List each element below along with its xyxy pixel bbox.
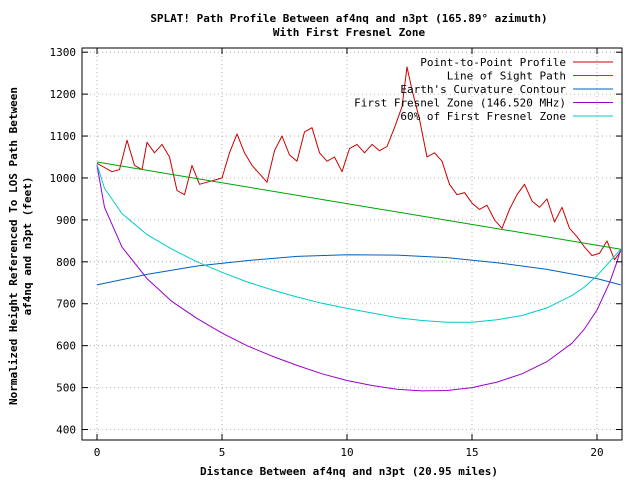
x-tick-label: 20 bbox=[590, 446, 603, 459]
series-line-0 bbox=[96, 66, 622, 261]
y-tick-label: 700 bbox=[56, 298, 76, 311]
x-tick-label: 5 bbox=[219, 446, 226, 459]
plot-frame bbox=[81, 47, 623, 441]
y-tick-label: 1000 bbox=[50, 172, 77, 185]
y-axis-label-line1: Normalized Height Referenced To LOS Path… bbox=[7, 87, 20, 405]
series-line-1 bbox=[96, 161, 621, 250]
y-tick-label: 900 bbox=[56, 214, 76, 227]
series-layer bbox=[96, 66, 622, 392]
series-line-3 bbox=[96, 165, 622, 392]
chart-subtitle: With First Fresnel Zone bbox=[273, 26, 426, 39]
x-tick-label: 0 bbox=[94, 446, 101, 459]
series-line-2 bbox=[96, 254, 621, 286]
series-line-4 bbox=[96, 164, 622, 323]
y-tick-label: 400 bbox=[56, 424, 76, 437]
x-tick-label: 15 bbox=[465, 446, 478, 459]
y-tick-label: 1100 bbox=[50, 130, 77, 143]
legend-label: Line of Sight Path bbox=[447, 70, 566, 83]
y-tick-label: 1300 bbox=[50, 46, 77, 59]
y-tick-label: 600 bbox=[56, 340, 76, 353]
legend-label: 60% of First Fresnel Zone bbox=[400, 110, 566, 123]
y-tick-label: 500 bbox=[56, 382, 76, 395]
legend-label: Earth's Curvature Contour bbox=[400, 83, 566, 96]
x-tick-label: 10 bbox=[340, 446, 353, 459]
x-axis-label: Distance Between af4nq and n3pt (20.95 m… bbox=[200, 465, 498, 478]
y-tick-label: 1200 bbox=[50, 88, 77, 101]
grid bbox=[82, 48, 622, 440]
axes: 0 5 10 15 20 400 500 600 700 800 900 1000 1100 1200 13… bbox=[50, 46, 623, 459]
legend-label: First Fresnel Zone (146.520 MHz) bbox=[354, 97, 566, 110]
legend-label: Point-to-Point Profile bbox=[420, 56, 566, 69]
y-axis-label-line2: af4nq and n3pt (feet) bbox=[21, 176, 34, 315]
chart-title: SPLAT! Path Profile Between af4nq and n3… bbox=[150, 12, 547, 25]
y-tick-label: 800 bbox=[56, 256, 76, 269]
